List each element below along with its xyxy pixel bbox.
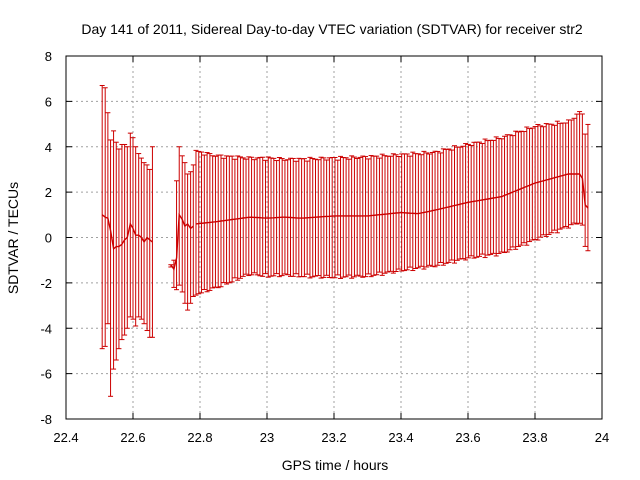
y-tick-label: -6 [40,367,52,382]
y-tick-label: 8 [45,49,52,64]
chart-title: Day 141 of 2011, Sidereal Day-to-day VTE… [81,21,583,37]
y-axis-label: SDTVAR / TECUs [5,182,21,294]
x-tick-label: 24 [595,430,609,445]
y-tick-label: -8 [40,412,52,427]
x-tick-label: 23.4 [388,430,413,445]
y-tick-label: 6 [45,94,52,109]
y-tick-label: -2 [40,276,52,291]
x-tick-label: 23.8 [522,430,547,445]
x-axis-label: GPS time / hours [282,457,389,473]
x-tick-label: 23.2 [321,430,346,445]
x-tick-label: 22.8 [187,430,212,445]
x-tick-label: 23.6 [455,430,480,445]
x-tick-label: 22.6 [120,430,145,445]
mean-line-segment-3 [195,173,589,225]
x-tick-label: 22.4 [53,430,78,445]
y-tick-label: 0 [45,231,52,246]
y-tick-label: 2 [45,185,52,200]
y-tick-label: -4 [40,321,52,336]
y-tick-label: 4 [45,140,52,155]
axis-ticks: 22.4 22.6 22.8 23 23.2 23.4 23.6 23.8 24-8-6-4-2… [40,49,609,445]
sdtvar-series [99,84,591,397]
x-tick-label: 23 [260,430,274,445]
